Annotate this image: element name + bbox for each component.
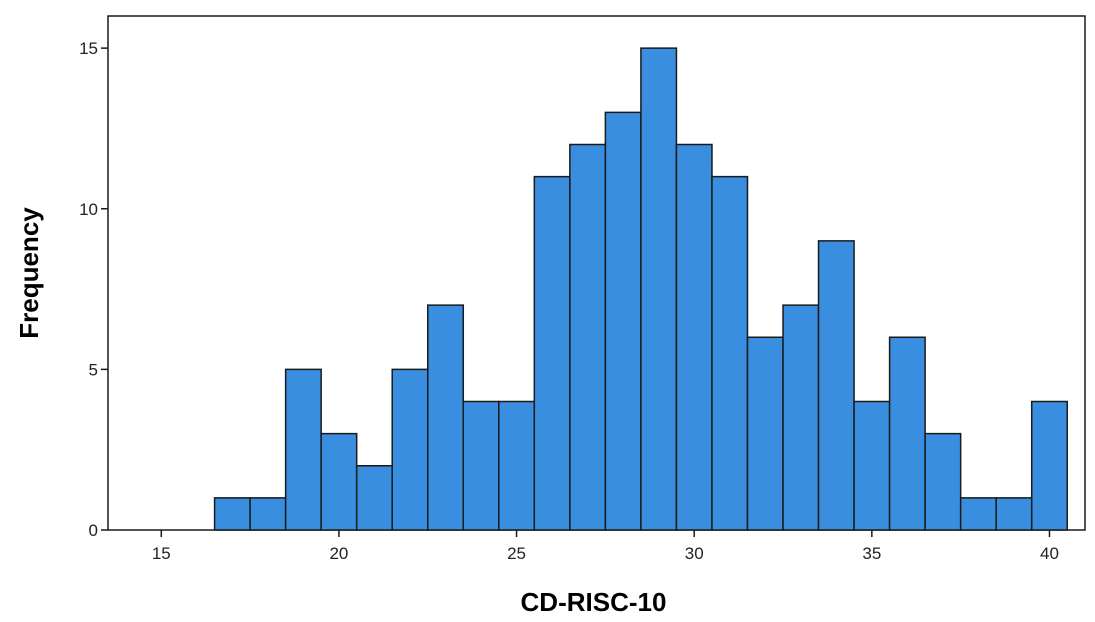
histogram-bar bbox=[284, 368, 322, 531]
histogram-bar bbox=[604, 111, 642, 531]
histogram-bar bbox=[959, 497, 997, 531]
x-tick-label: 30 bbox=[685, 544, 704, 563]
x-axis-title: CD-RISC-10 bbox=[521, 587, 667, 617]
histogram-bar bbox=[675, 143, 713, 531]
histogram-bar bbox=[853, 400, 891, 531]
histogram-bar bbox=[462, 400, 500, 531]
y-axis-ticks: 0 5 10 15 bbox=[79, 39, 108, 540]
y-axis-title: Frequency bbox=[14, 207, 44, 339]
bars-group bbox=[213, 47, 1068, 531]
histogram-bar bbox=[1030, 400, 1068, 531]
histogram-bar bbox=[711, 175, 749, 531]
histogram-bar bbox=[924, 432, 962, 531]
histogram-bar bbox=[746, 336, 784, 531]
histogram-bar bbox=[995, 497, 1033, 531]
histogram-bar bbox=[249, 497, 287, 531]
histogram-bar bbox=[888, 336, 926, 531]
x-tick-label: 20 bbox=[329, 544, 348, 563]
x-tick-label: 25 bbox=[507, 544, 526, 563]
histogram-bar bbox=[569, 143, 607, 531]
histogram-bar bbox=[391, 368, 429, 531]
y-tick-label: 10 bbox=[79, 200, 98, 219]
y-tick-label: 5 bbox=[89, 360, 98, 379]
histogram-bar bbox=[355, 465, 393, 531]
x-tick-label: 15 bbox=[152, 544, 171, 563]
histogram-bar bbox=[320, 432, 358, 531]
x-tick-label: 40 bbox=[1040, 544, 1059, 563]
histogram-bar bbox=[213, 497, 251, 531]
histogram-bar bbox=[533, 175, 571, 531]
histogram-bar bbox=[817, 240, 855, 531]
histogram-bar bbox=[498, 400, 536, 531]
histogram-bar bbox=[782, 304, 820, 531]
x-tick-label: 35 bbox=[862, 544, 881, 563]
histogram-bar bbox=[426, 304, 465, 531]
histogram-bar bbox=[640, 47, 678, 531]
y-tick-label: 15 bbox=[79, 39, 98, 58]
y-tick-label: 0 bbox=[89, 521, 98, 540]
x-axis-ticks: 15 20 25 30 35 40 bbox=[152, 530, 1059, 563]
